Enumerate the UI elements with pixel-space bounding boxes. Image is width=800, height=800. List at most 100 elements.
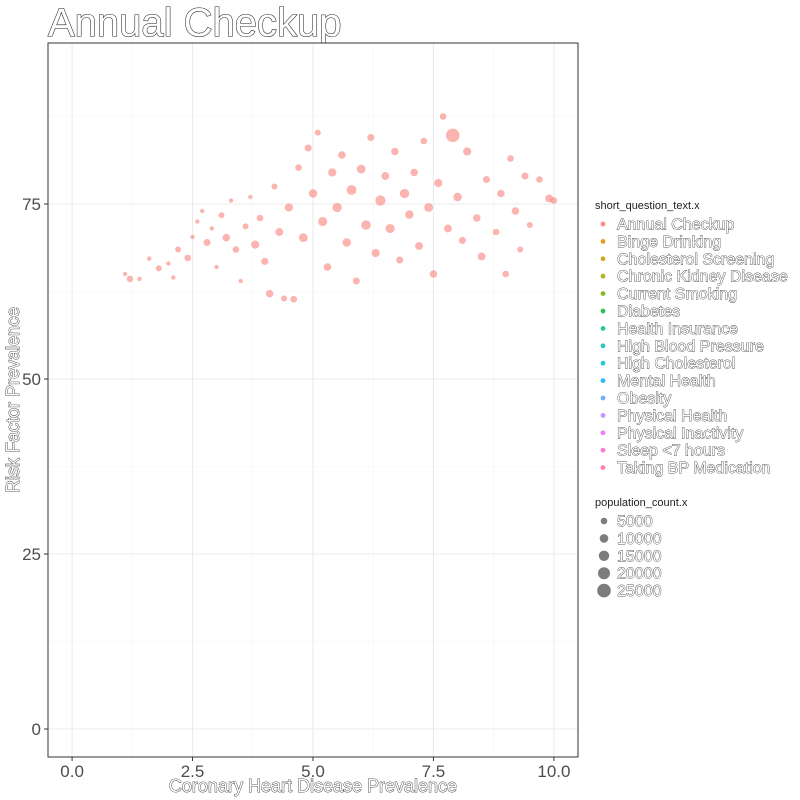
legend-key [600, 256, 606, 262]
legend-key [600, 395, 606, 401]
data-point [195, 219, 200, 224]
data-point [507, 155, 514, 162]
data-point [122, 271, 128, 277]
data-point [275, 228, 284, 236]
data-point [228, 198, 234, 203]
data-point [265, 289, 274, 298]
data-point [482, 175, 491, 184]
data-point [146, 256, 152, 261]
size-legend-label: 20000 [617, 566, 662, 583]
legend-label: Cholesterol Screening [617, 251, 774, 268]
size-legend: population_count.x 500010000150002000025… [595, 497, 688, 600]
data-point [214, 264, 219, 270]
data-point [298, 233, 308, 243]
x-axis-label: Coronary Heart Disease Prevalence [169, 776, 457, 796]
legend-label: Health Insurance [617, 321, 738, 338]
legend-key [600, 360, 606, 366]
y-tick-label: 50 [22, 370, 41, 389]
data-point [356, 164, 366, 174]
data-point [251, 240, 260, 249]
data-point [550, 197, 558, 204]
data-point [492, 228, 500, 236]
data-point [155, 265, 162, 272]
legend-label: Obesity [617, 391, 671, 408]
legend-key [600, 343, 606, 349]
x-tick-label: 5.0 [301, 762, 325, 781]
data-point [248, 194, 253, 200]
data-point [261, 257, 269, 265]
data-point [338, 151, 346, 159]
data-point [445, 128, 460, 143]
data-point [342, 238, 351, 247]
legend-key [600, 221, 606, 227]
legend-label: Mental Health [617, 373, 716, 390]
legend-label: Diabetes [617, 304, 680, 321]
plot-area [47, 42, 579, 758]
legend-key [600, 465, 606, 470]
data-point [477, 252, 486, 261]
data-point [405, 210, 414, 219]
data-point [536, 176, 543, 183]
data-point [346, 185, 357, 195]
data-point [443, 224, 452, 233]
data-point [385, 223, 395, 234]
legend-key [600, 239, 606, 244]
legend-key [600, 326, 606, 331]
data-point [184, 254, 192, 262]
data-point [439, 113, 447, 120]
legend-key [600, 430, 606, 436]
data-point [434, 178, 443, 188]
data-point [453, 192, 462, 202]
data-point [290, 295, 298, 303]
size-legend-key [597, 583, 611, 598]
x-tick-label: 0.0 [60, 762, 84, 781]
size-legend-label: 10000 [617, 531, 662, 548]
y-tick-label: 25 [22, 545, 41, 564]
data-point [517, 246, 524, 253]
data-point [396, 256, 404, 264]
size-legend-key [600, 517, 608, 525]
x-axis: 0.0 2.5 5.0 7.5 10.0 [60, 757, 570, 781]
y-axis: 0 25 50 75 [22, 195, 48, 739]
data-point [328, 168, 337, 177]
data-point [137, 276, 142, 282]
data-point [497, 189, 505, 198]
y-tick-label: 75 [22, 195, 41, 214]
legend-key [600, 378, 606, 383]
data-point [171, 275, 176, 280]
data-point [281, 295, 288, 302]
size-legend-title: population_count.x [595, 497, 688, 509]
color-legend: short_question_text.x Annual CheckupBing… [595, 200, 788, 477]
data-point [238, 278, 243, 284]
data-point [190, 234, 195, 240]
legend-label: Sleep <7 hours [617, 443, 725, 460]
y-axis-label: Risk Factor Prevalence [3, 307, 23, 493]
data-point [284, 203, 294, 212]
data-point [352, 277, 360, 285]
data-point [175, 246, 182, 253]
data-point [526, 222, 533, 228]
data-point [371, 248, 380, 258]
data-point [323, 263, 332, 271]
legend-key [600, 308, 606, 314]
data-point [222, 233, 231, 242]
data-point [375, 195, 386, 206]
data-point [126, 275, 134, 283]
data-point [463, 147, 472, 156]
data-point [199, 208, 205, 214]
data-point [367, 133, 375, 142]
size-legend-label: 25000 [617, 583, 662, 600]
color-legend-title: short_question_text.x [595, 200, 700, 212]
data-point [424, 203, 434, 212]
chart-title: Annual Checkup [48, 1, 342, 45]
legend-key [600, 413, 606, 418]
data-point [429, 270, 438, 278]
data-point [218, 212, 225, 219]
size-legend-key [598, 550, 610, 561]
legend-key [600, 291, 606, 296]
data-point [361, 220, 371, 230]
grid-lines [48, 43, 578, 757]
data-point [304, 144, 312, 152]
data-point [420, 137, 428, 145]
